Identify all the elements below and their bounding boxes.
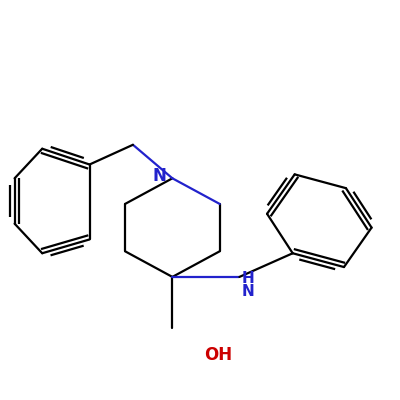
Text: OH: OH	[204, 346, 232, 364]
Text: H
N: H N	[242, 271, 254, 299]
Text: N: N	[152, 167, 166, 185]
